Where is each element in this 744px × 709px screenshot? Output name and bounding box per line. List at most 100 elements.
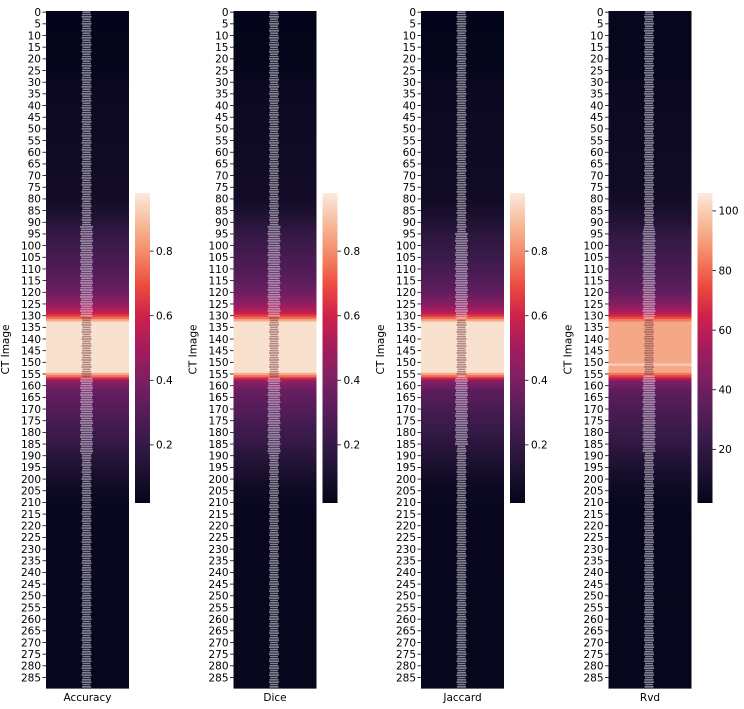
cell-annotation xyxy=(80,387,93,389)
cell-annotation xyxy=(270,123,278,126)
cell-annotation xyxy=(455,426,468,429)
cell-annotation xyxy=(81,681,92,683)
cell-annotation xyxy=(643,312,655,315)
cell-annotation xyxy=(81,464,92,466)
y-tick-label: 245 xyxy=(396,579,416,591)
cell-annotation xyxy=(268,272,280,275)
cell-annotation xyxy=(456,590,467,592)
cell-annotation xyxy=(644,482,654,485)
cell-annotation xyxy=(456,424,467,427)
cell-annotations xyxy=(642,11,656,688)
y-tick-label: 110 xyxy=(21,264,41,276)
cell-annotation xyxy=(268,270,280,273)
cell-annotation xyxy=(270,179,278,182)
cell-annotation xyxy=(457,524,466,527)
y-tick-label: 280 xyxy=(396,661,416,673)
y-tick-label: 85 xyxy=(28,205,41,217)
cell-annotation xyxy=(269,23,279,25)
cell-annotation xyxy=(82,46,91,49)
y-tick-label: 5 xyxy=(222,19,229,31)
cell-annotation xyxy=(456,639,467,641)
cell-annotation xyxy=(457,461,466,464)
colorbar-gradient xyxy=(135,193,150,503)
cell-annotation xyxy=(81,513,92,515)
cell-annotation xyxy=(457,167,466,170)
cell-annotation xyxy=(269,520,279,522)
cell-annotation xyxy=(268,228,280,231)
cell-annotation xyxy=(643,291,655,294)
y-tick-label: 140 xyxy=(21,334,41,346)
cell-annotation xyxy=(457,620,466,623)
cell-annotation xyxy=(270,60,278,63)
y-tick-label: 80 xyxy=(590,194,603,206)
cell-annotation xyxy=(456,191,467,193)
cell-annotation xyxy=(82,615,91,618)
cell-annotation xyxy=(81,576,92,578)
cell-annotation xyxy=(457,587,466,590)
cell-annotation xyxy=(269,468,279,471)
cell-annotation xyxy=(81,618,92,620)
y-tick-label: 25 xyxy=(215,65,228,77)
cell-annotation xyxy=(457,536,466,539)
y-tick-label: 165 xyxy=(396,392,416,404)
cell-annotation xyxy=(269,667,279,669)
cell-annotation xyxy=(644,559,654,562)
cell-annotation xyxy=(644,107,654,109)
cell-annotation xyxy=(645,74,653,77)
colorbar-tick-label: 0.4 xyxy=(344,375,361,387)
cell-annotation xyxy=(270,662,278,665)
y-tick-label: 130 xyxy=(396,310,416,322)
cell-annotation xyxy=(644,639,654,641)
cell-annotation xyxy=(270,557,278,560)
cell-annotation xyxy=(456,72,467,74)
cell-annotation xyxy=(82,473,91,476)
cell-annotation xyxy=(81,177,92,179)
cell-annotation xyxy=(456,604,467,606)
cell-annotation xyxy=(643,438,655,441)
cell-annotation xyxy=(456,541,467,543)
cell-annotation xyxy=(457,25,466,27)
cell-annotation xyxy=(456,513,467,515)
cell-annotation xyxy=(269,338,279,340)
cell-annotation xyxy=(644,658,654,660)
cell-annotation xyxy=(645,557,653,560)
y-tick-label: 35 xyxy=(403,89,416,101)
cell-annotation xyxy=(457,230,466,233)
cell-annotation xyxy=(80,300,93,303)
cell-annotation xyxy=(457,522,466,525)
cell-annotation xyxy=(645,53,653,56)
cell-annotation xyxy=(270,319,278,322)
cell-annotation xyxy=(645,39,653,41)
cell-annotation xyxy=(82,503,91,506)
y-axis-label: CT Image xyxy=(0,325,12,375)
y-tick-label: 180 xyxy=(396,427,416,439)
cell-annotation xyxy=(644,674,654,676)
cell-annotation xyxy=(81,527,92,529)
cell-annotation xyxy=(457,363,466,366)
cell-annotation xyxy=(80,447,93,450)
cell-annotation xyxy=(642,289,656,291)
cell-annotation xyxy=(457,482,466,485)
y-tick-label: 215 xyxy=(583,509,603,521)
cell-annotation xyxy=(267,310,281,312)
cell-annotation xyxy=(269,552,279,555)
cell-annotation xyxy=(644,580,654,583)
y-tick-label: 30 xyxy=(590,77,603,89)
cell-annotation xyxy=(456,597,467,599)
cell-annotation xyxy=(457,102,466,105)
cell-annotation xyxy=(644,184,654,186)
cell-annotation xyxy=(457,188,466,191)
cell-annotation xyxy=(81,396,92,399)
cell-annotation xyxy=(80,237,93,240)
cell-annotation xyxy=(270,634,278,637)
y-tick-label: 85 xyxy=(215,205,228,217)
cell-annotation xyxy=(270,508,278,511)
cell-annotation xyxy=(81,212,92,214)
cell-annotation xyxy=(456,562,467,564)
cell-annotation xyxy=(269,513,279,515)
cell-annotation xyxy=(270,480,278,483)
cell-annotation xyxy=(81,338,92,340)
cell-annotation xyxy=(644,191,654,193)
y-tick-label: 170 xyxy=(583,404,603,416)
cell-annotation xyxy=(268,277,280,280)
